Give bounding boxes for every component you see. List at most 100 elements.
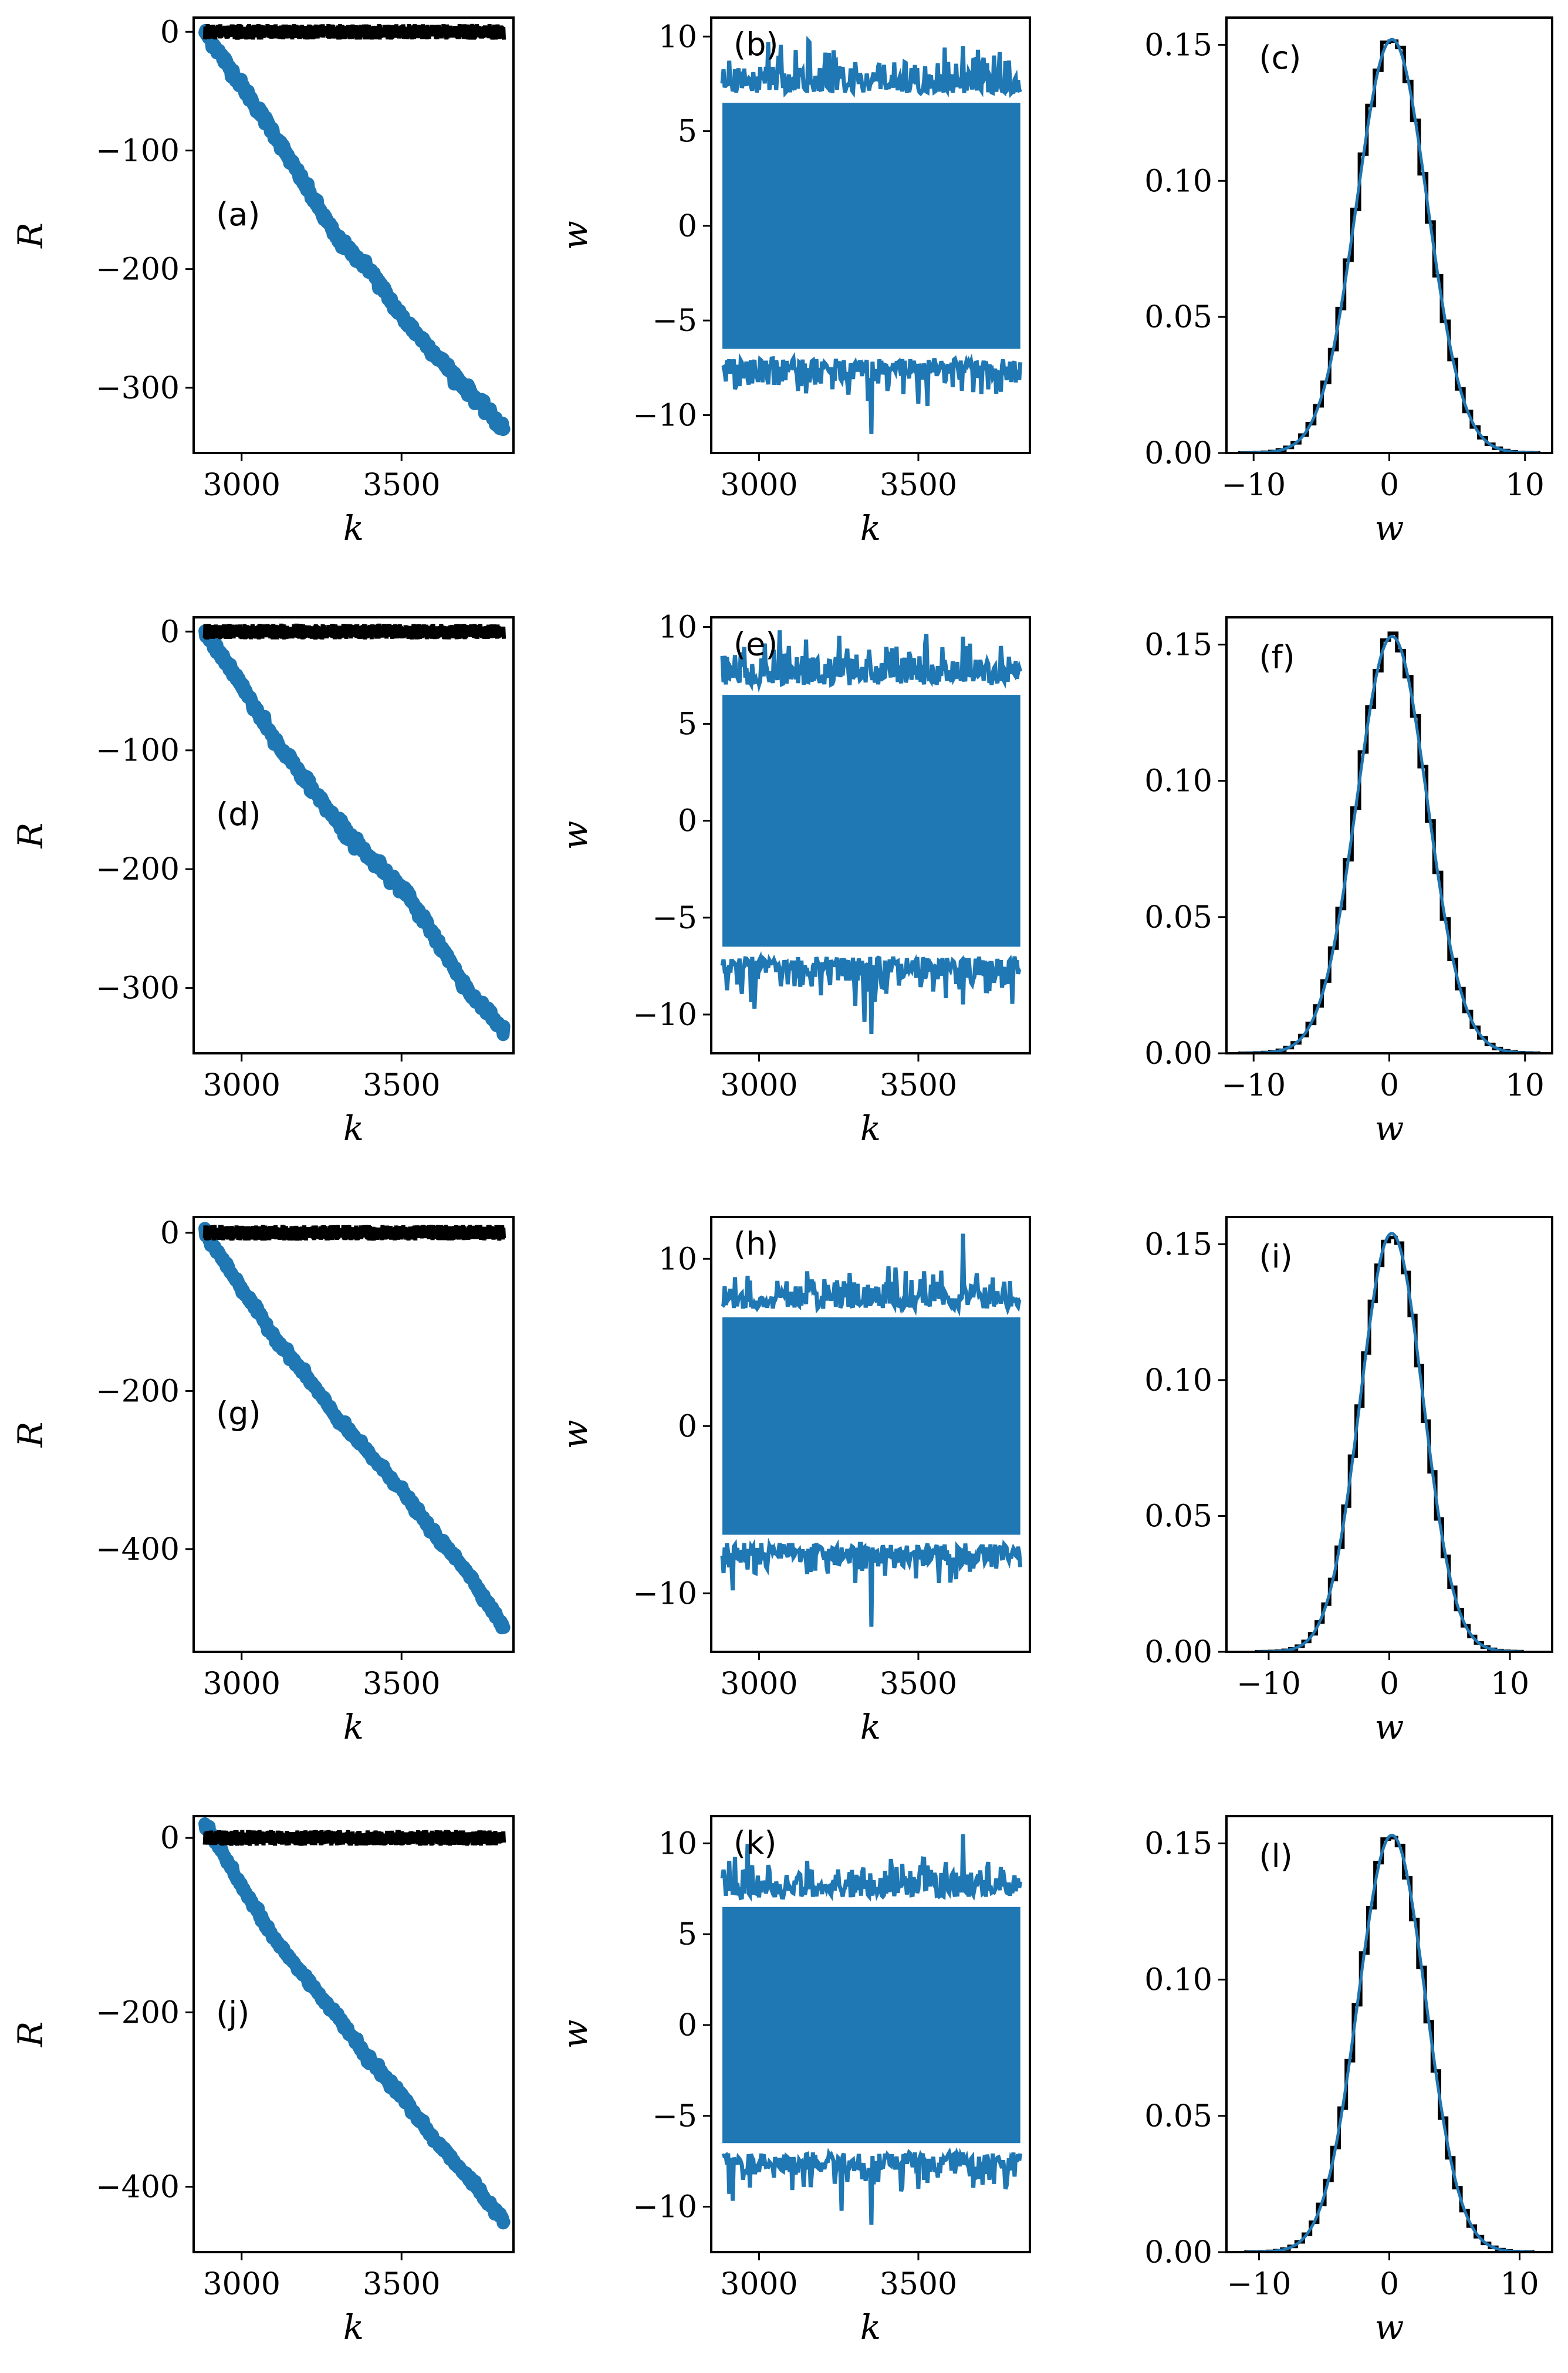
x-tick-label: 3500 (363, 1068, 440, 1103)
series-w-upper-spikes (720, 36, 1022, 99)
x-tick-label: 3000 (203, 468, 281, 503)
x-tick-label: 3500 (880, 1666, 957, 1702)
panel-h: 3000 3500 10 0 −10 k w (h) (555, 1216, 1031, 1747)
series-w-upper-spikes (720, 1834, 1023, 1902)
y-tick-label: −100 (96, 733, 180, 769)
x-tick-label: 3000 (720, 468, 797, 503)
y-tick-label: 0.10 (1144, 1363, 1212, 1398)
panel-e: 3000 3500 10 5 0 −5 −10 k w (e) (555, 610, 1031, 1148)
histogram-steps (1255, 1235, 1524, 1652)
y-tick-label: 5 (678, 707, 697, 742)
y-tick-label: 10 (658, 1242, 697, 1277)
x-axis-label: k (343, 508, 364, 548)
y-tick-label: −5 (652, 303, 697, 339)
series-w-band (722, 103, 1020, 349)
y-tick-label: −200 (96, 852, 180, 887)
y-axis-label: w (555, 1420, 595, 1449)
series-w-lower-spikes (720, 951, 1022, 1035)
x-axis-label: k (860, 508, 881, 548)
y-tick-label: 0.05 (1144, 900, 1212, 935)
y-tick-label: −10 (633, 398, 697, 433)
histogram-steps (1238, 39, 1540, 453)
plot-area (720, 1233, 1023, 1627)
axes-frame (1225, 616, 1553, 1054)
plot-area (198, 1817, 511, 2230)
y-axis-label: w (555, 221, 595, 250)
panel-f: −10 0 10 0.00 0.05 0.10 0.15 w (f) (1144, 616, 1553, 1148)
reference-noise-line (202, 1830, 506, 1846)
histogram-steps (1244, 1835, 1535, 2252)
reference-noise-line (202, 623, 506, 640)
x-tick-label: 10 (1500, 2267, 1539, 2302)
panel-g: 3000 3500 0 −200 −400 k R (g) (11, 1216, 515, 1747)
y-tick-label: 5 (678, 1917, 697, 1952)
series-w-lower-spikes (721, 2147, 1023, 2225)
x-tick-label: 0 (1380, 468, 1399, 503)
y-tick-label: −5 (652, 901, 697, 936)
panel-label: (f) (1259, 639, 1295, 676)
x-tick-label: 0 (1380, 1666, 1399, 1702)
y-tick-label: 0.10 (1144, 1963, 1212, 1998)
x-tick-label: 3500 (880, 1068, 957, 1103)
x-tick-label: 3500 (363, 1666, 440, 1702)
x-axis-label: k (860, 1707, 881, 1747)
x-axis-label: k (343, 2307, 364, 2347)
series-w-band (722, 695, 1020, 947)
x-tick-label: −10 (1221, 468, 1286, 503)
y-tick-label: 0.05 (1144, 1499, 1212, 1534)
histogram-steps (1238, 631, 1540, 1053)
x-tick-label: 3000 (720, 2267, 797, 2302)
plot-area (1238, 631, 1540, 1053)
plot-area (1255, 1232, 1524, 1652)
y-axis-label: R (11, 222, 50, 249)
y-tick-label: −200 (96, 1995, 180, 2030)
x-axis-label: k (860, 2307, 881, 2347)
y-tick-label: −5 (652, 2099, 697, 2134)
axes-frame (192, 1216, 515, 1653)
y-tick-label: 0.15 (1144, 1826, 1212, 1861)
y-axis-label: w (555, 821, 595, 850)
plot-area (720, 36, 1023, 434)
y-tick-label: −400 (96, 1532, 180, 1567)
y-axis-label: w (555, 2020, 595, 2049)
panel-label: (a) (216, 196, 260, 233)
x-axis-label: w (1375, 508, 1404, 548)
plot-area (720, 1834, 1023, 2225)
y-tick-label: 0 (678, 1409, 697, 1444)
y-tick-label: −10 (633, 1576, 697, 1611)
panel-label: (b) (734, 26, 778, 63)
y-tick-label: 10 (658, 19, 697, 55)
plot-area (1244, 1833, 1535, 2252)
y-tick-label: 0 (160, 15, 180, 50)
y-tick-label: 0.05 (1144, 2099, 1212, 2134)
x-tick-label: 10 (1506, 468, 1545, 503)
panel-d: 3000 3500 0 −100 −200 −300 k R (d) (11, 614, 515, 1148)
plot-area (198, 1222, 511, 1635)
axes-frame (192, 16, 515, 454)
panel-label: (d) (216, 796, 261, 833)
y-tick-label: 0.05 (1144, 300, 1212, 335)
series-R-line (198, 23, 511, 437)
y-tick-label: −10 (633, 998, 697, 1033)
reference-noise-line (202, 23, 506, 40)
y-tick-label: 0.15 (1144, 28, 1212, 63)
x-tick-label: 3000 (203, 1666, 281, 1702)
panel-label: (c) (1259, 39, 1302, 76)
y-tick-label: 0 (678, 209, 697, 244)
axes-frame (1225, 1815, 1553, 2253)
y-tick-label: 0.00 (1144, 1635, 1212, 1670)
x-tick-label: 3000 (720, 1666, 797, 1702)
y-tick-label: −200 (96, 252, 180, 288)
series-R-line (198, 1817, 511, 2230)
panel-label: (g) (216, 1395, 261, 1432)
series-w-band (722, 1317, 1020, 1535)
x-tick-label: 3500 (363, 468, 440, 503)
y-tick-label: −300 (96, 971, 180, 1006)
x-tick-label: −10 (1221, 1068, 1286, 1103)
series-w-upper-spikes (720, 630, 1023, 693)
y-tick-label: 5 (678, 114, 697, 150)
panel-label: (l) (1259, 1838, 1293, 1875)
x-axis-label: k (343, 1108, 364, 1148)
y-axis-label: R (11, 823, 50, 849)
